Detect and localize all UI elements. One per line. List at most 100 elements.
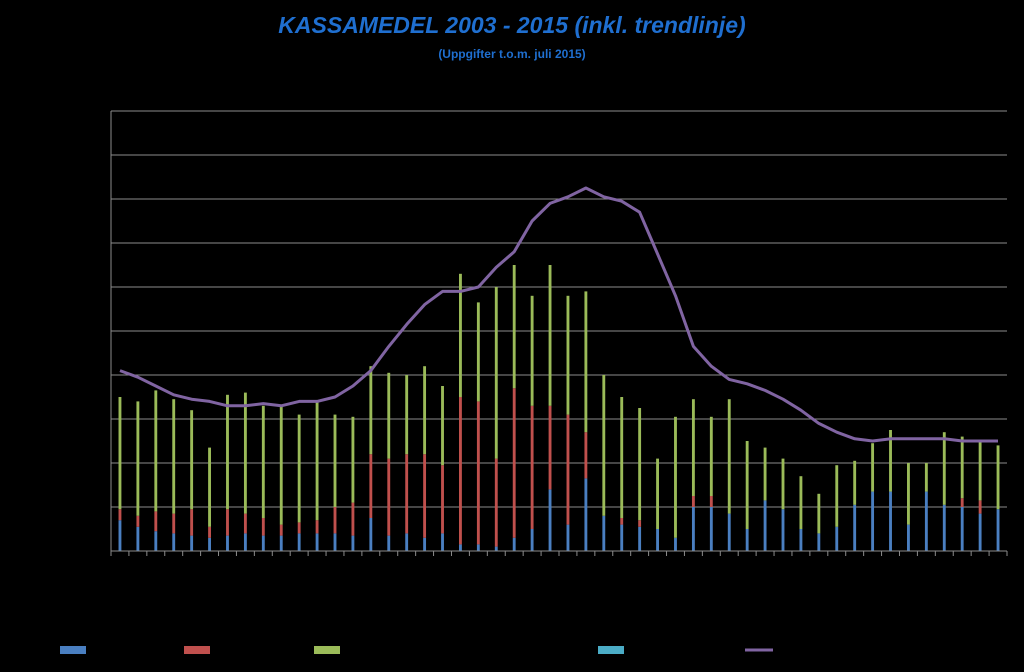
bar-segment-series-1 bbox=[459, 544, 462, 551]
chart-title: KASSAMEDEL 2003 - 2015 (inkl. trendlinje… bbox=[278, 12, 746, 38]
bar-segment-series-3 bbox=[709, 416, 713, 496]
bar-segment-series-3 bbox=[190, 410, 194, 510]
bar-segment-series-3 bbox=[530, 295, 534, 406]
bar-segment-series-3 bbox=[154, 390, 158, 512]
bar-segment-series-3 bbox=[799, 476, 803, 529]
bar-segment-series-3 bbox=[727, 399, 731, 514]
bar-segment-series-1 bbox=[853, 504, 857, 551]
bar-segment-series-2 bbox=[172, 513, 176, 534]
bar-segment-series-3 bbox=[208, 447, 211, 527]
bar-segment-series-1 bbox=[620, 524, 624, 551]
bar-segment-series-3 bbox=[279, 405, 283, 525]
bar-segment-series-3 bbox=[638, 408, 642, 521]
bar-segment-series-2 bbox=[351, 502, 355, 536]
bar-segment-series-2 bbox=[960, 498, 964, 507]
bar-segment-series-2 bbox=[297, 522, 301, 534]
bar-segment-series-2 bbox=[512, 388, 516, 538]
legend bbox=[60, 646, 773, 654]
bar-segment-series-1 bbox=[817, 533, 821, 551]
bar-segment-series-3 bbox=[243, 392, 247, 514]
legend-swatch-series-2 bbox=[184, 646, 210, 654]
bar-segment-series-1 bbox=[889, 491, 892, 551]
bar-segment-series-3 bbox=[387, 372, 391, 459]
bar-segment-series-3 bbox=[405, 375, 409, 455]
bar-segment-series-2 bbox=[691, 496, 695, 507]
bar-segment-series-1 bbox=[924, 491, 928, 551]
bar-segment-series-3 bbox=[924, 463, 928, 492]
bar-segment-series-2 bbox=[226, 509, 229, 536]
bar-segment-series-2 bbox=[709, 496, 713, 507]
bar-segment-series-3 bbox=[261, 405, 265, 518]
bar-segment-series-2 bbox=[530, 405, 534, 529]
bar-segment-series-2 bbox=[190, 509, 194, 536]
bar-segment-series-1 bbox=[441, 533, 444, 551]
bar-segment-series-1 bbox=[871, 491, 875, 551]
bar-segment-series-3 bbox=[315, 401, 319, 521]
bar-segment-series-3 bbox=[781, 458, 785, 510]
bar-segment-series-1 bbox=[243, 533, 247, 551]
trend-line bbox=[119, 186, 998, 443]
bar-segment-series-1 bbox=[656, 529, 659, 551]
bar-segment-series-1 bbox=[476, 544, 480, 551]
bar-segment-series-1 bbox=[261, 535, 265, 551]
chart-subtitle: (Uppgifter t.o.m. juli 2015) bbox=[438, 47, 586, 61]
bar-segment-series-3 bbox=[620, 397, 624, 518]
bar-segment-series-3 bbox=[566, 295, 570, 415]
bar-segment-series-1 bbox=[423, 537, 427, 551]
bar-segment-series-3 bbox=[494, 287, 498, 459]
bar-segment-series-1 bbox=[530, 529, 534, 551]
bar-segment-series-1 bbox=[315, 533, 319, 551]
bar-segment-series-2 bbox=[208, 526, 211, 538]
legend-swatch-series-3 bbox=[314, 646, 340, 654]
gridlines bbox=[111, 110, 1007, 508]
bar-segment-series-3 bbox=[136, 401, 140, 516]
bar-segment-series-2 bbox=[118, 509, 122, 521]
bar-segment-series-3 bbox=[297, 414, 301, 523]
bar-segment-series-1 bbox=[835, 526, 839, 551]
bar-segment-series-1 bbox=[763, 500, 767, 551]
bar-segment-series-1 bbox=[907, 524, 910, 551]
bar-segment-series-3 bbox=[853, 460, 857, 505]
bar-segment-series-1 bbox=[512, 537, 516, 551]
bar-segment-series-2 bbox=[620, 518, 624, 525]
bar-segment-series-1 bbox=[602, 515, 606, 551]
bar-group bbox=[118, 265, 1000, 551]
bar-segment-series-2 bbox=[566, 414, 570, 525]
bar-segment-series-1 bbox=[279, 535, 283, 551]
bar-segment-series-3 bbox=[118, 397, 122, 510]
bar-segment-series-3 bbox=[423, 366, 427, 455]
bar-segment-series-1 bbox=[208, 537, 211, 551]
bar-segment-series-3 bbox=[871, 443, 875, 492]
bar-segment-series-1 bbox=[978, 513, 982, 551]
bar-segment-series-2 bbox=[261, 518, 265, 536]
bar-segment-series-1 bbox=[691, 507, 695, 551]
legend-swatch-series-1 bbox=[60, 646, 86, 654]
bar-segment-series-3 bbox=[996, 445, 1000, 510]
bar-segment-series-1 bbox=[709, 507, 713, 551]
bar-segment-series-3 bbox=[978, 441, 982, 501]
bar-segment-series-2 bbox=[243, 513, 247, 534]
bar-segment-series-1 bbox=[996, 509, 1000, 551]
bar-segment-series-1 bbox=[745, 529, 749, 551]
bar-segment-series-3 bbox=[907, 463, 910, 525]
bar-segment-series-2 bbox=[423, 454, 427, 538]
bar-segment-series-3 bbox=[691, 399, 695, 496]
bar-segment-series-1 bbox=[333, 533, 337, 551]
bar-segment-series-3 bbox=[835, 465, 839, 527]
bar-segment-series-3 bbox=[351, 416, 355, 503]
bar-segment-series-1 bbox=[118, 520, 122, 551]
bar-segment-series-2 bbox=[315, 520, 319, 534]
bar-segment-series-1 bbox=[566, 524, 570, 551]
bar-segment-series-3 bbox=[942, 432, 946, 505]
bar-segment-series-1 bbox=[226, 535, 229, 551]
trend-line-group bbox=[119, 186, 998, 443]
bar-segment-series-1 bbox=[369, 518, 373, 551]
bar-segment-series-2 bbox=[387, 458, 391, 536]
bar-segment-series-2 bbox=[333, 507, 337, 534]
bar-segment-series-1 bbox=[387, 535, 391, 551]
bar-segment-series-1 bbox=[799, 529, 803, 551]
bar-segment-series-3 bbox=[960, 436, 964, 499]
bar-segment-series-1 bbox=[548, 489, 552, 551]
bar-segment-series-3 bbox=[889, 430, 892, 492]
